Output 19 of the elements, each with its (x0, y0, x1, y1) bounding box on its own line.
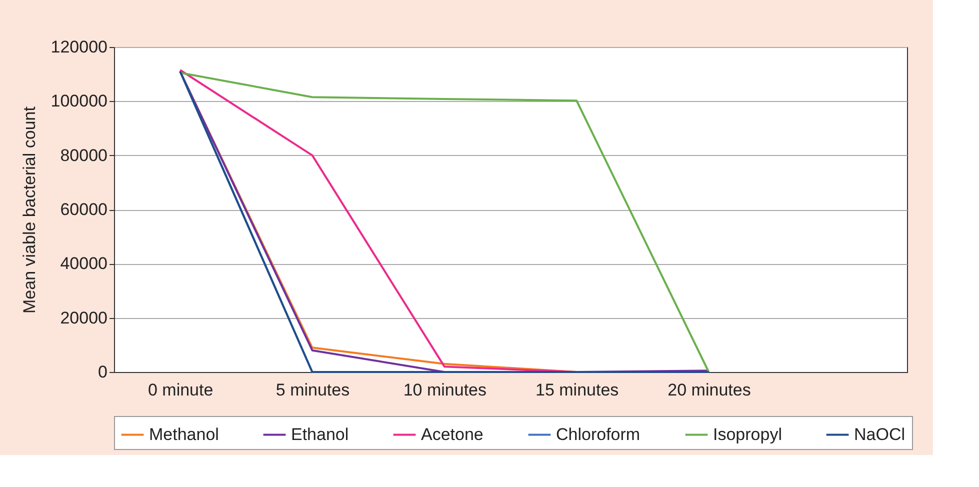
y-tick-label: 0 (98, 362, 108, 382)
y-tick-label: 40000 (60, 254, 108, 274)
legend-label: Ethanol (291, 424, 349, 444)
y-tick-label: 120000 (50, 38, 108, 56)
y-tick-label: 80000 (60, 146, 108, 165)
x-tick-label: 10 minutes (403, 380, 487, 400)
legend-label: Chloroform (556, 424, 640, 444)
y-axis-title: Mean viable bacterial count (20, 106, 39, 314)
x-tick-label: 0 minute (148, 380, 214, 400)
legend-label: NaOCl (854, 424, 906, 444)
legend-label: Isopropyl (713, 424, 782, 444)
y-tick-label: 60000 (60, 200, 108, 219)
y-tick-label: 20000 (60, 308, 108, 328)
y-tick-label: 100000 (50, 92, 108, 111)
legend-label: Acetone (421, 424, 484, 444)
x-tick-label: 15 minutes (535, 380, 619, 400)
x-tick-label: 20 minutes (668, 380, 751, 400)
x-tick-label: 5 minutes (276, 380, 350, 400)
legend-label: Methanol (149, 424, 219, 444)
